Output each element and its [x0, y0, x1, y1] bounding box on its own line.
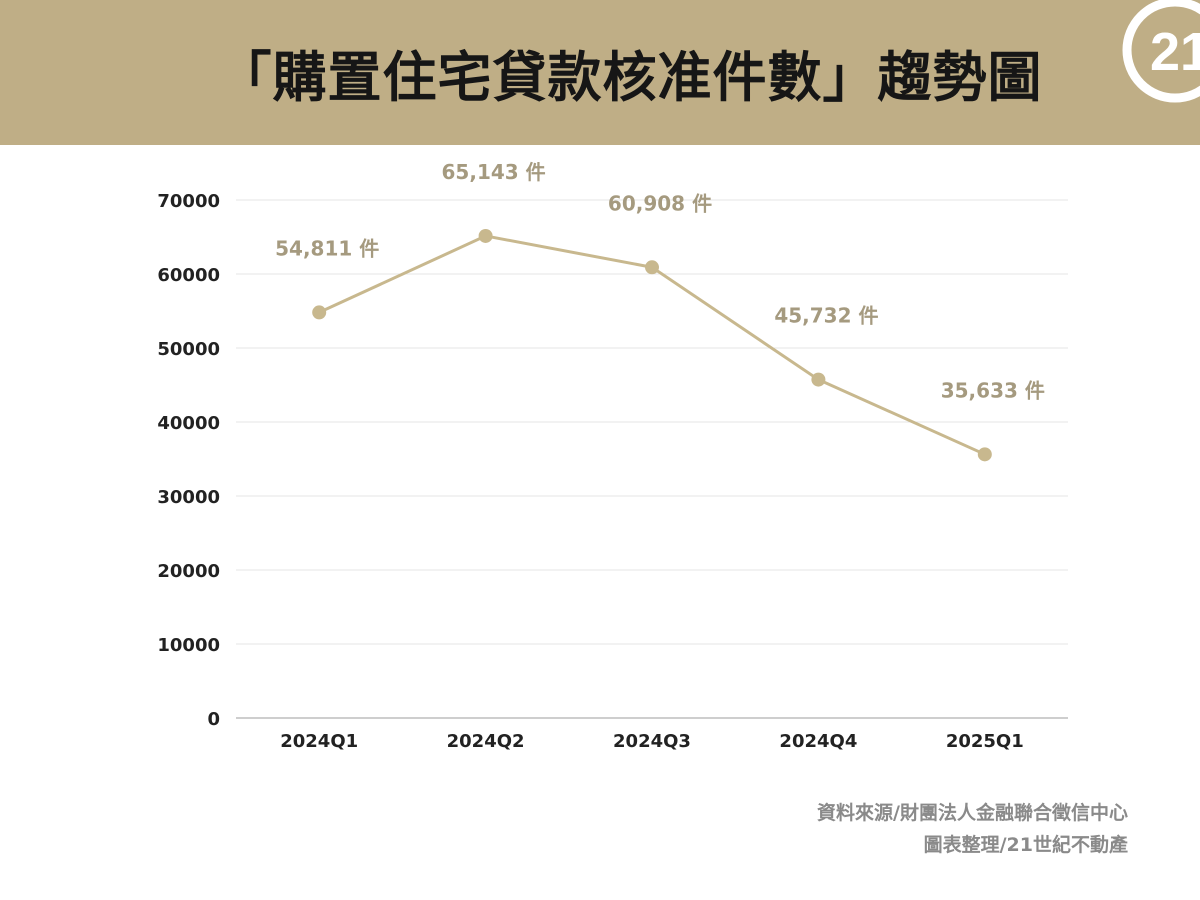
data-label: 45,732 件: [774, 304, 878, 328]
x-tick-label: 2024Q3: [613, 731, 691, 752]
y-tick-label: 50000: [157, 339, 220, 360]
x-tick-label: 2024Q4: [779, 731, 857, 752]
data-points-layer: [312, 228, 992, 462]
x-axis-ticks: 2024Q1 2024Q2 2024Q3 2024Q4 2025Q1: [280, 731, 1024, 752]
data-label: 54,811 件: [275, 236, 379, 260]
data-point: [478, 228, 493, 243]
data-point: [312, 305, 327, 320]
y-tick-label: 10000: [157, 635, 220, 656]
y-tick-label: 30000: [157, 487, 220, 508]
x-tick-label: 2025Q1: [946, 731, 1024, 752]
grid-layer: [236, 199, 1068, 719]
y-tick-label: 20000: [157, 561, 220, 582]
data-point: [645, 260, 659, 275]
y-axis-ticks: 0 10000 20000 30000 40000 50000 60000 70000: [157, 191, 220, 730]
x-tick-label: 2024Q2: [447, 731, 525, 752]
source-note: 資料來源/財團法人金融聯合徵信中心 圖表整理/21世紀不動產: [817, 797, 1128, 861]
x-tick-label: 2024Q1: [280, 731, 358, 752]
data-label: 65,143 件: [442, 160, 546, 184]
data-labels-layer: 54,811 件 65,143 件 60,908 件 45,732 件 35,633 件: [275, 160, 1045, 402]
y-tick-label: 60000: [157, 265, 220, 286]
line-chart: 0 10000 20000 30000 40000 50000 60000 70000 202…: [157, 160, 1068, 752]
century21-logo: 21: [1122, 0, 1200, 103]
data-label: 35,633 件: [941, 378, 1045, 402]
header-banner: [0, 0, 1200, 145]
logo-text: 21: [1150, 22, 1200, 82]
y-tick-label: 0: [207, 709, 220, 730]
y-tick-label: 70000: [157, 191, 220, 212]
source-line-1: 資料來源/財團法人金融聯合徵信中心: [817, 802, 1128, 824]
data-point: [811, 372, 826, 387]
y-tick-label: 40000: [157, 413, 220, 434]
data-label: 60,908 件: [608, 191, 712, 215]
page-title: 「購置住宅貸款核准件數」趨勢圖: [217, 46, 1043, 109]
source-line-2: 圖表整理/21世紀不動產: [923, 834, 1128, 856]
data-point: [977, 447, 992, 462]
